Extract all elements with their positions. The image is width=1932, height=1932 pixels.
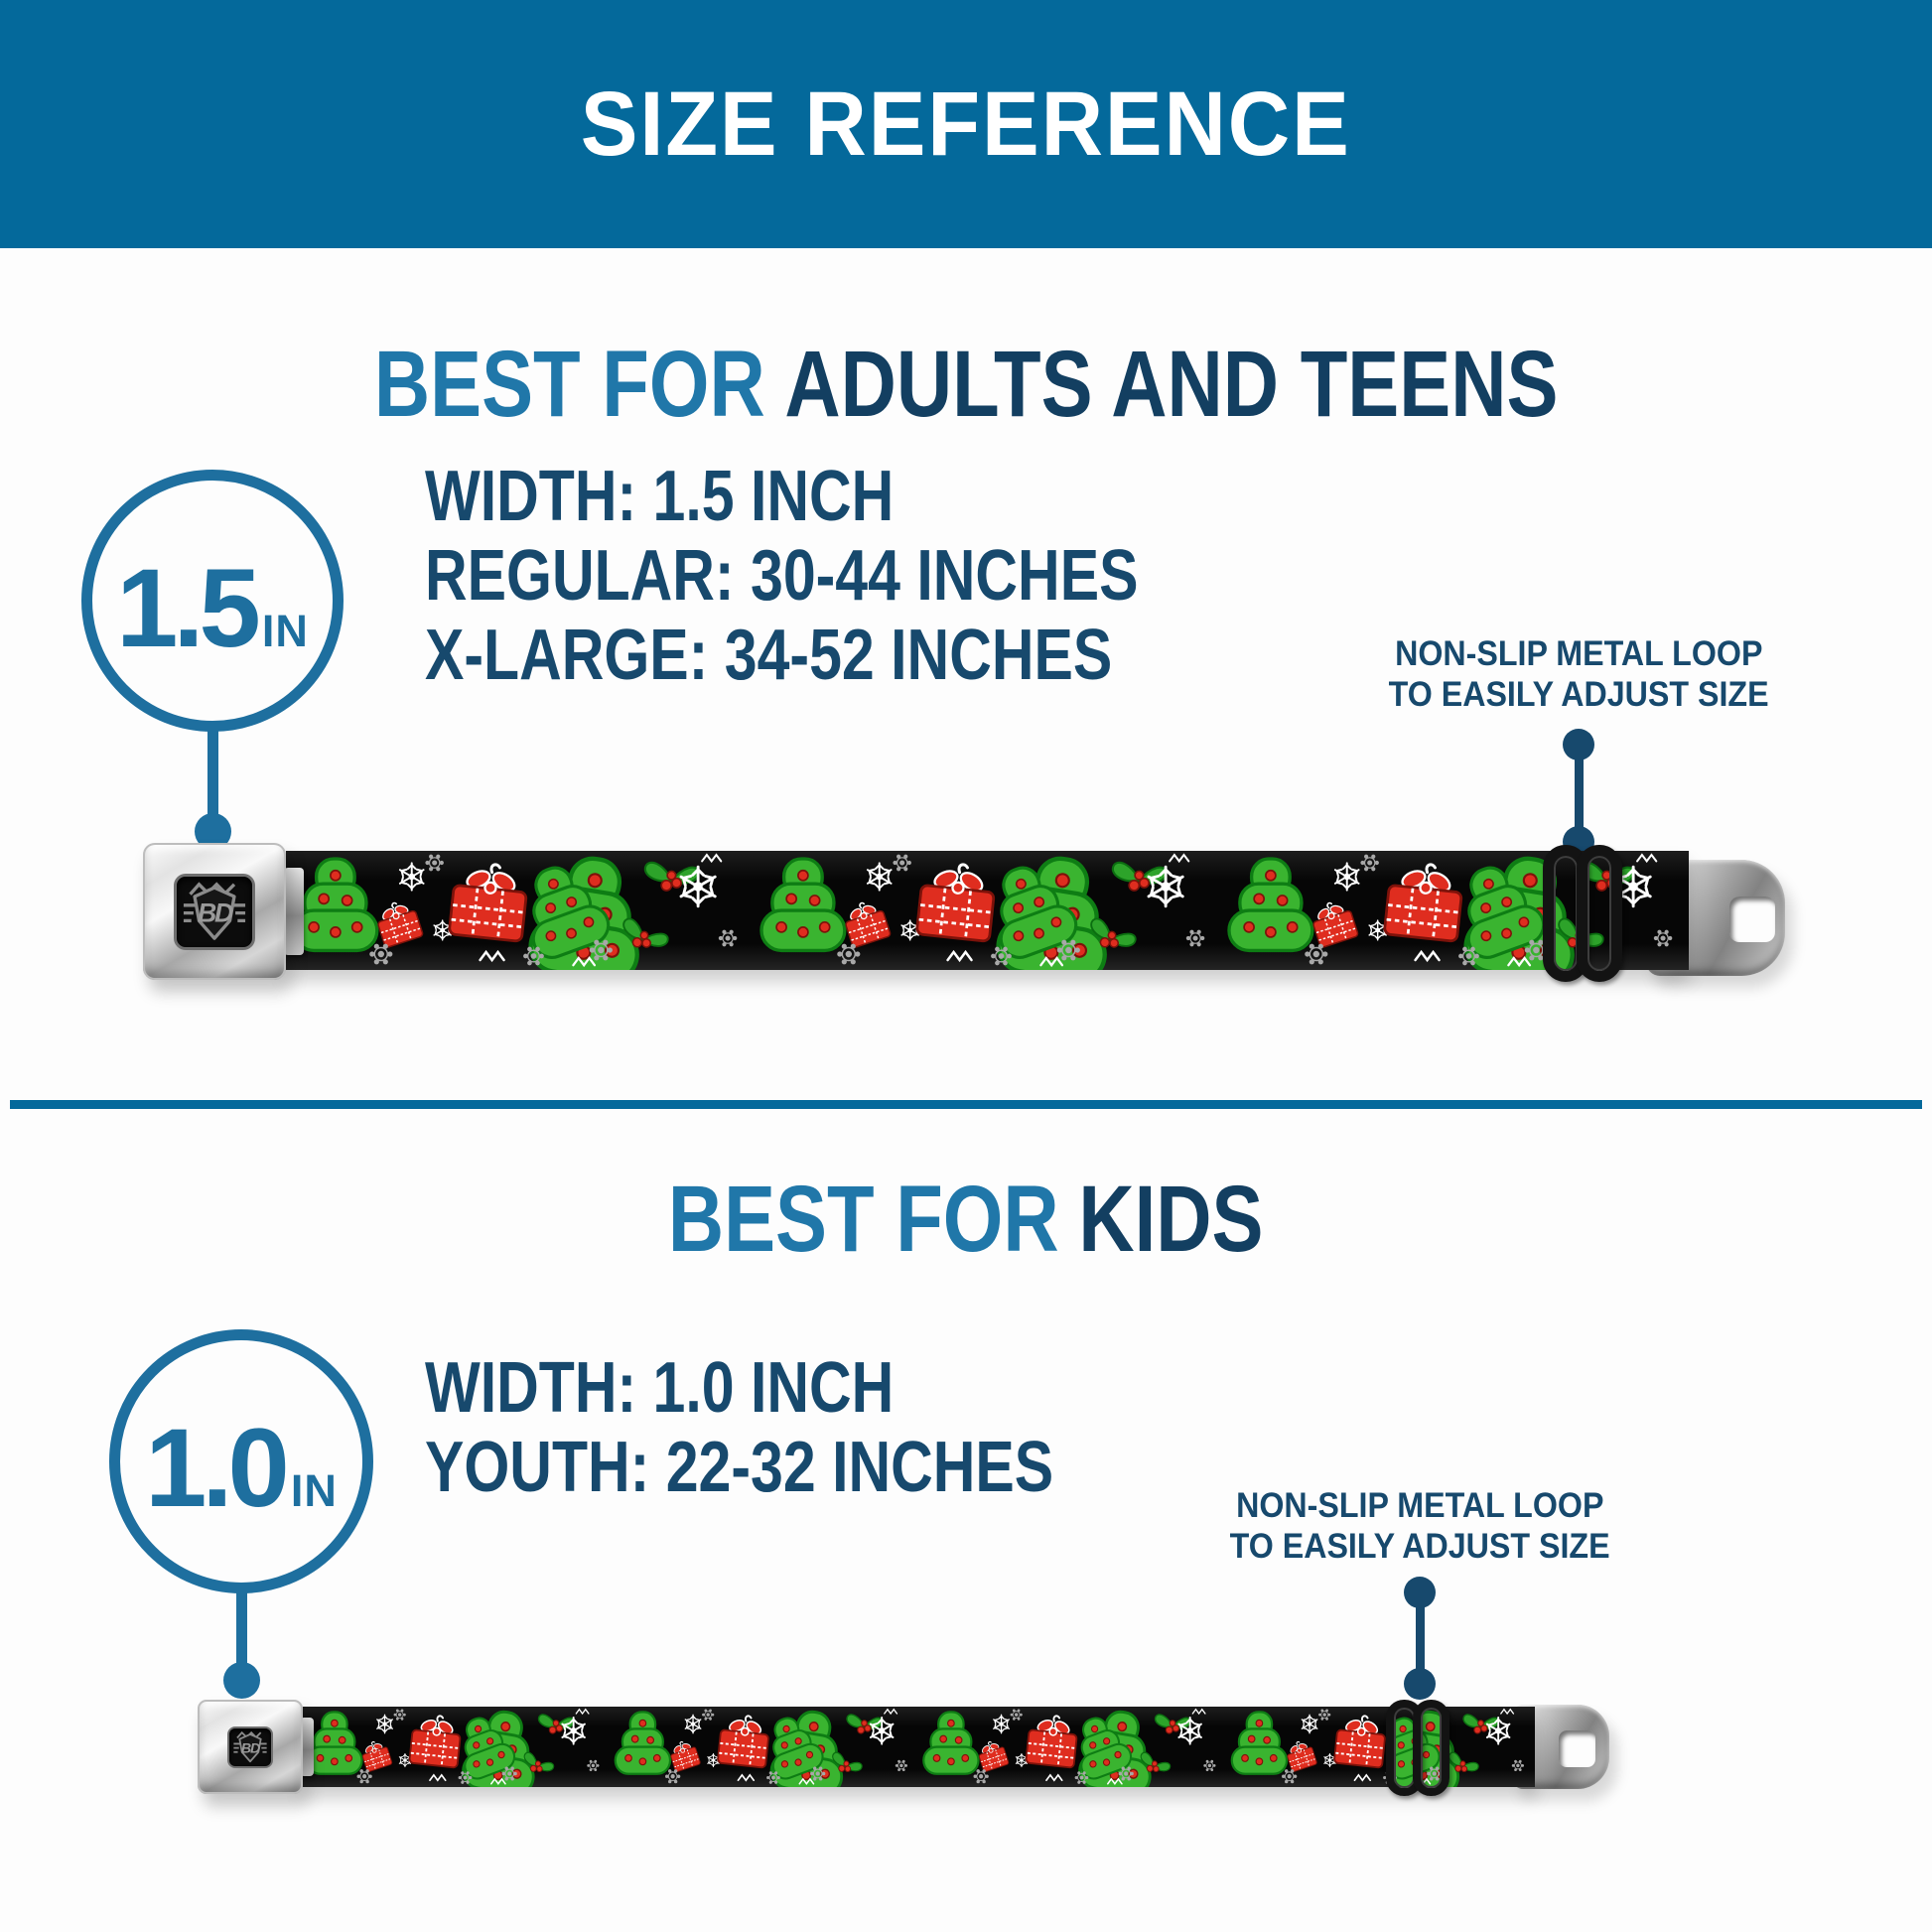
spec-line: X-LARGE: 34-52 INCHES [425, 616, 1113, 695]
width-unit: IN [261, 606, 309, 656]
spec-line: WIDTH: 1.0 INCH [425, 1348, 895, 1428]
annotation-connector-dot-top [1404, 1577, 1436, 1608]
belt-strap [286, 851, 1689, 970]
buckle-hinge [284, 868, 304, 955]
annotation-line: NON-SLIP METAL LOOP [1235, 1486, 1604, 1525]
heading-main: ADULTS AND TEENS [784, 332, 1559, 437]
loop-ring [1413, 1700, 1449, 1796]
annotation-connector-dot-top [1563, 729, 1594, 760]
metal-loop-annotation: NON-SLIP METAL LOOP TO EASILY ADJUST SIZ… [1142, 1485, 1698, 1567]
spec-line: REGULAR: 30-44 INCHES [425, 536, 1139, 616]
loop-ring [1577, 845, 1622, 982]
page-title: SIZE REFERENCE [581, 72, 1351, 175]
buckle-logo-text: BD [241, 1740, 260, 1756]
metal-adjust-loop [1386, 1700, 1449, 1796]
annotation-line: NON-SLIP METAL LOOP [1394, 634, 1763, 673]
adults-heading: BEST FOR ADULTS AND TEENS [0, 335, 1932, 434]
width-callout-text: 1.0 IN [120, 1404, 362, 1532]
heading-main: KIDS [1078, 1167, 1264, 1272]
width-value: 1.5 [116, 546, 261, 670]
metal-loop-annotation: NON-SLIP METAL LOOP TO EASILY ADJUST SIZ… [1301, 633, 1857, 715]
bd-logo-icon: BD [182, 882, 247, 940]
callout-connector-line [236, 1588, 247, 1670]
callout-connector-dot [223, 1662, 260, 1699]
width-callout-circle: 1.0 IN [109, 1329, 373, 1593]
heading-prefix: BEST FOR [373, 332, 765, 437]
width-unit: IN [290, 1465, 338, 1516]
adults-specs: WIDTH: 1.5 INCH REGULAR: 30-44 INCHES X-… [425, 457, 1295, 695]
heading-prefix: BEST FOR [668, 1167, 1060, 1272]
belt-end-tab-hole [1559, 1730, 1595, 1767]
annotation-line: TO EASILY ADJUST SIZE [1229, 1527, 1610, 1566]
seatbelt-buckle: BD [198, 1700, 303, 1794]
belt-strap [302, 1707, 1535, 1787]
bd-logo-icon: BD [232, 1730, 268, 1762]
spec-line: YOUTH: 22-32 INCHES [425, 1428, 1054, 1507]
buckle-logo-window: BD [229, 1727, 271, 1766]
width-value: 1.0 [145, 1406, 290, 1530]
annotation-line: TO EASILY ADJUST SIZE [1388, 675, 1769, 714]
header-bar: SIZE REFERENCE [0, 0, 1932, 248]
kids-specs: WIDTH: 1.0 INCH YOUTH: 22-32 INCHES [425, 1348, 1191, 1507]
spec-line: WIDTH: 1.5 INCH [425, 457, 895, 536]
christmas-pattern [286, 851, 1689, 970]
christmas-pattern [302, 1707, 1535, 1787]
width-callout-circle: 1.5 IN [81, 470, 344, 732]
annotation-connector-line [1416, 1592, 1425, 1686]
width-callout-text: 1.5 IN [92, 544, 333, 672]
callout-connector-line [207, 730, 218, 819]
buckle-hinge [300, 1718, 314, 1776]
section-divider [10, 1100, 1922, 1109]
seatbelt-buckle: BD [143, 843, 286, 980]
annotation-connector-line [1575, 745, 1584, 842]
buckle-logo-text: BD [198, 897, 233, 927]
buckle-logo-window: BD [177, 876, 252, 947]
metal-adjust-loop [1543, 845, 1622, 982]
annotation-connector-dot-bottom [1404, 1668, 1436, 1700]
kids-heading: BEST FOR KIDS [0, 1170, 1932, 1269]
belt-end-tab-hole [1729, 897, 1775, 942]
